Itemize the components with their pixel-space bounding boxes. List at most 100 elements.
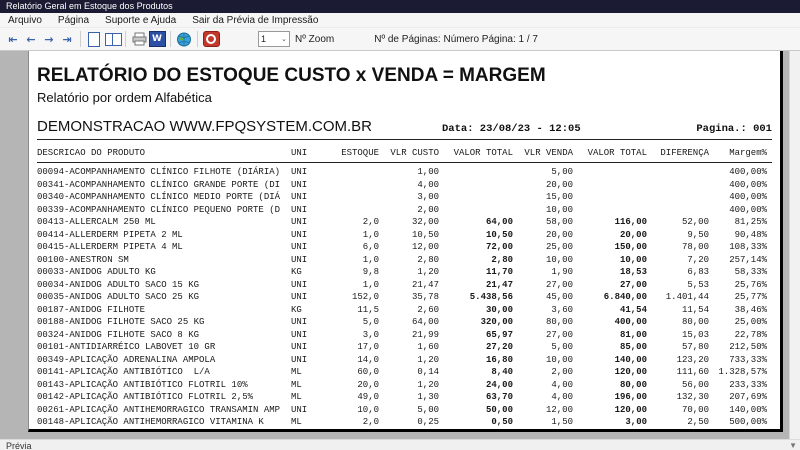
cell-diferenca xyxy=(647,191,709,204)
cell-valor-total-venda: 80,00 xyxy=(619,379,647,390)
cell-estoque: 1,0 xyxy=(362,229,379,240)
cell-margem: 400,00% xyxy=(729,204,767,215)
column-header-valor-total-venda: VALOR TOTAL xyxy=(587,148,647,158)
cell-vlr-custo: 12,00 xyxy=(411,242,439,252)
cell-margem: 140,00% xyxy=(729,404,767,415)
prev-page-icon: ← xyxy=(26,32,36,46)
cell-descricao: 00414-ALLERDERM PIPETA 2 ML xyxy=(37,229,183,240)
single-page-icon xyxy=(88,31,100,47)
table-row: 00094-ACOMPANHAMENTO CLÍNICO FILHOTE (DI… xyxy=(37,166,772,179)
cell-vlr-venda: 1,50 xyxy=(551,417,573,427)
status-bar: Prévia ▼ xyxy=(0,439,800,450)
cell-valor-total-custo: 11,70 xyxy=(485,267,513,277)
cell-uni: ML xyxy=(291,417,302,427)
cell-vlr-custo: 1,00 xyxy=(417,167,439,177)
cell-vlr-custo: 1,20 xyxy=(417,354,439,365)
table-row: 00188-ANIDOG FILHOTE SACO 25 KG UNI 5,0 … xyxy=(37,316,772,329)
cell-estoque: 1,0 xyxy=(362,254,379,265)
cell-vlr-venda: 25,00 xyxy=(545,242,573,252)
column-header-valor-total-custo: VALOR TOTAL xyxy=(453,148,513,158)
cell-margem: 22,78% xyxy=(734,329,767,340)
cell-valor-total-custo xyxy=(439,166,513,179)
cell-descricao: 00100-ANESTRON SM xyxy=(37,254,129,265)
divider xyxy=(37,139,772,140)
cell-valor-total-custo: 30,00 xyxy=(485,304,513,315)
cell-valor-total-venda: 6.840,00 xyxy=(603,292,647,302)
chevron-down-icon: ⌄ xyxy=(281,36,287,43)
table-row: 00261-APLICAÇÃO ANTIHEMORRAGICO TRANSAMI… xyxy=(37,404,772,417)
cell-vlr-venda: 80,00 xyxy=(545,317,573,327)
cell-valor-total-custo xyxy=(439,204,513,217)
print-button[interactable] xyxy=(130,31,148,47)
pdf-export-button[interactable] xyxy=(202,31,220,47)
cell-valor-total-custo xyxy=(439,179,513,192)
cell-valor-total-venda xyxy=(573,179,647,192)
html-export-button[interactable] xyxy=(175,31,193,47)
column-header-uni: UNI xyxy=(291,148,308,158)
cell-valor-total-venda: 10,00 xyxy=(619,254,647,265)
cell-vlr-venda: 27,00 xyxy=(545,329,573,340)
cell-valor-total-venda: 140,00 xyxy=(614,354,647,365)
cell-estoque: 2,0 xyxy=(362,417,379,427)
divider xyxy=(37,162,772,163)
next-page-button[interactable]: → xyxy=(40,31,58,47)
cell-vlr-custo: 10,50 xyxy=(411,229,439,240)
table-row: 00415-ALLERDERM PIPETA 4 ML UNI 6,0 12,0… xyxy=(37,241,772,254)
cell-valor-total-venda: 116,00 xyxy=(614,217,647,227)
menu-pagina[interactable]: Página xyxy=(57,14,90,26)
cell-vlr-venda: 10,00 xyxy=(545,204,573,215)
scroll-down-icon[interactable]: ▼ xyxy=(789,441,797,450)
table-row: 00143-APLICAÇÃO ANTIBIÓTICO FLOTRIL 10% … xyxy=(37,379,772,392)
cell-uni: UNI xyxy=(291,204,308,215)
cell-margem: 400,00% xyxy=(729,179,767,190)
cell-diferenca: 132,30 xyxy=(676,392,709,402)
cell-margem: 81,25% xyxy=(734,217,767,227)
next-page-icon: → xyxy=(44,32,54,46)
menu-bar: Arquivo Página Suporte e Ajuda Sair da P… xyxy=(0,13,800,28)
cell-uni: UNI xyxy=(291,342,308,352)
word-icon: W xyxy=(148,31,166,47)
cell-valor-total-custo: 8,40 xyxy=(491,367,513,377)
toolbar-separator xyxy=(197,31,198,47)
table-row: 00035-ANIDOG ADULTO SACO 25 KG UNI 152,0… xyxy=(37,291,772,304)
cell-uni: UNI xyxy=(291,292,308,302)
cell-descricao: 00094-ACOMPANHAMENTO CLÍNICO FILHOTE (DI… xyxy=(37,167,281,177)
table-row: 00187-ANIDOG FILHOTE KG 11,5 2,60 30,00 … xyxy=(37,304,772,317)
menu-suporte-e-ajuda[interactable]: Suporte e Ajuda xyxy=(105,14,177,26)
last-page-button[interactable]: ⇥ xyxy=(58,31,76,47)
column-header-vlr-venda: VLR VENDA xyxy=(524,148,573,158)
menu-arquivo[interactable]: Arquivo xyxy=(8,14,42,26)
single-page-view-button[interactable] xyxy=(85,31,103,47)
cell-margem: 25,00% xyxy=(734,317,767,327)
vertical-scrollbar[interactable] xyxy=(789,51,800,439)
table-row: 00414-ALLERDERM PIPETA 2 ML UNI 1,0 10,5… xyxy=(37,229,772,242)
cell-margem: 1.328,57% xyxy=(718,367,767,377)
cell-estoque: 5,0 xyxy=(362,317,379,327)
cell-vlr-venda: 45,00 xyxy=(545,292,573,302)
cell-margem: 500,00% xyxy=(729,417,767,427)
cell-diferenca: 11,54 xyxy=(681,304,709,315)
cell-vlr-custo: 1,20 xyxy=(417,267,439,277)
cell-valor-total-venda: 85,00 xyxy=(619,342,647,352)
cell-uni: ML xyxy=(289,429,323,430)
cell-estoque: 60,0 xyxy=(357,367,379,377)
toolbar-separator xyxy=(125,31,126,47)
table-header-row: DESCRICAO DO PRODUTO UNI ESTOQUE VLR CUS… xyxy=(37,144,772,158)
table-row: 00033-ANIDOG ADULTO KG KG 9,8 1,20 11,70… xyxy=(37,266,772,279)
first-page-icon: ⇤ xyxy=(8,32,18,46)
cell-valor-total-custo: 21,47 xyxy=(485,279,513,290)
first-page-button[interactable]: ⇤ xyxy=(4,31,22,47)
word-export-button[interactable]: W xyxy=(148,31,166,47)
cell-valor-total-venda: 120,00 xyxy=(614,367,647,377)
cell-uni: UNI xyxy=(291,229,308,240)
facing-pages-view-button[interactable] xyxy=(103,31,122,47)
cell-descricao: 00141-APLICAÇÃO ANTIBIÓTICO L/A xyxy=(37,367,210,377)
cell-estoque: 6,0 xyxy=(362,242,379,252)
cell-valor-total-custo: 64,00 xyxy=(485,217,513,227)
menu-sair-da-previa[interactable]: Sair da Prévia de Impressão xyxy=(192,14,319,26)
prev-page-button[interactable]: ← xyxy=(22,31,40,47)
cell-valor-total-custo: 7,00 xyxy=(439,429,513,430)
cell-diferenca: 80,00 xyxy=(681,317,709,327)
cell-diferenca: 6,83 xyxy=(687,267,709,277)
zoom-select[interactable]: 1 ⌄ xyxy=(258,31,290,47)
